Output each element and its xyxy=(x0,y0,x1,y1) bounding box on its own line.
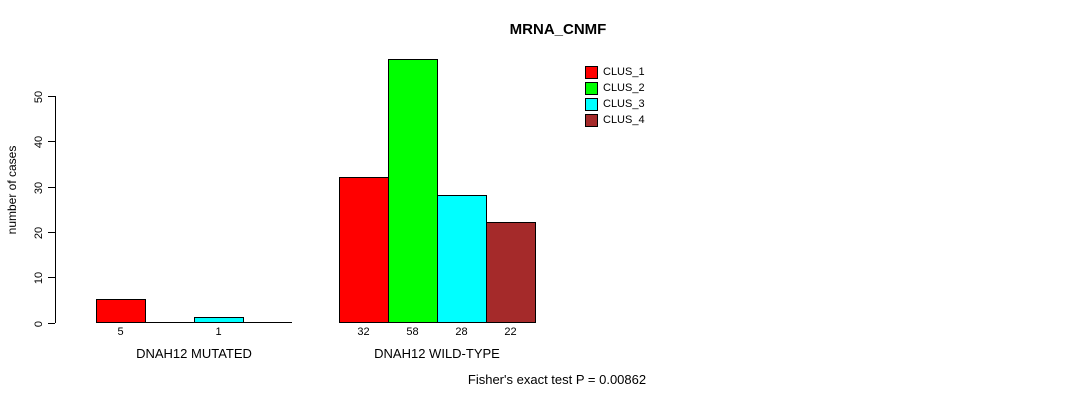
legend-label: CLUS_4 xyxy=(603,114,645,126)
legend-swatch-clus_2 xyxy=(585,81,598,95)
legend-label: CLUS_1 xyxy=(603,66,645,78)
legend-swatch-clus_1 xyxy=(585,65,598,79)
y-axis-line xyxy=(55,96,56,323)
y-tick-label: 40 xyxy=(33,135,45,149)
bar-value-label: 32 xyxy=(357,326,370,338)
y-tick-label: 20 xyxy=(33,226,45,240)
y-tick xyxy=(48,232,55,233)
legend-swatch-clus_4 xyxy=(585,113,598,127)
y-tick xyxy=(48,141,55,142)
legend-swatch-clus_3 xyxy=(585,97,598,111)
y-tick xyxy=(48,277,55,278)
legend: CLUS_1 CLUS_2 CLUS_3 CLUS_4 xyxy=(585,64,645,128)
bar-clus_4 xyxy=(486,222,536,323)
legend-row: CLUS_3 xyxy=(585,96,645,112)
bar-value-label: 28 xyxy=(455,326,468,338)
y-tick-label: 30 xyxy=(33,181,45,195)
bar-value-label: 58 xyxy=(406,326,419,338)
bar-clus_1 xyxy=(339,177,389,323)
y-tick xyxy=(48,96,55,97)
bar-clus_3 xyxy=(194,317,244,323)
y-tick-label: 0 xyxy=(33,320,45,328)
y-tick-label: 50 xyxy=(33,90,45,104)
bar-value-label: 5 xyxy=(117,326,124,338)
legend-row: CLUS_4 xyxy=(585,112,645,128)
bar-clus_2 xyxy=(388,59,438,323)
bar-value-label: 22 xyxy=(504,326,517,338)
bar-clus_3 xyxy=(437,195,487,323)
fisher-test-annotation: Fisher's exact test P = 0.00862 xyxy=(467,372,647,387)
y-axis-label: number of cases xyxy=(5,145,19,235)
chart-title: MRNA_CNMF xyxy=(509,21,607,38)
bar-clus_1 xyxy=(96,299,146,323)
y-tick xyxy=(48,187,55,188)
legend-row: CLUS_1 xyxy=(585,64,645,80)
y-tick-label: 10 xyxy=(33,271,45,285)
group-label: DNAH12 WILD-TYPE xyxy=(374,346,500,361)
y-tick xyxy=(48,323,55,324)
legend-label: CLUS_2 xyxy=(603,82,645,94)
legend-label: CLUS_3 xyxy=(603,98,645,110)
legend-row: CLUS_2 xyxy=(585,80,645,96)
bar-value-label: 1 xyxy=(215,326,222,338)
group-label: DNAH12 MUTATED xyxy=(136,346,252,361)
